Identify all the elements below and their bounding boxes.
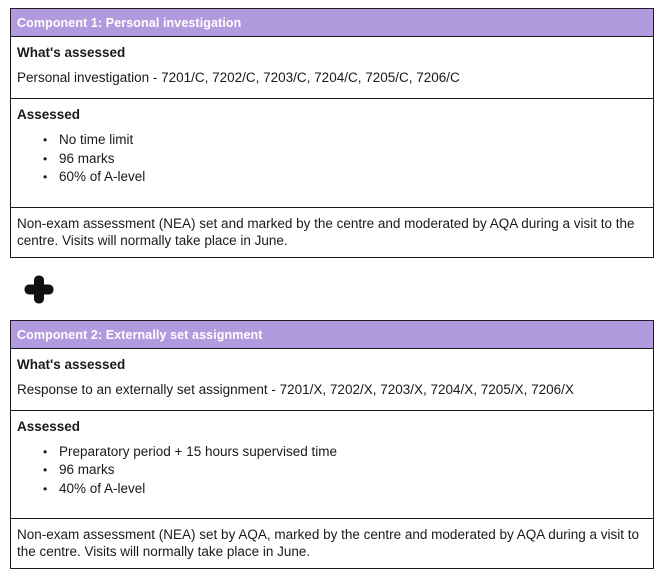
nea-footer-text: Non-exam assessment (NEA) set by AQA, ma… — [17, 527, 640, 559]
component-1-footer-row: Non-exam assessment (NEA) set and marked… — [11, 206, 653, 257]
assessed-bullet-list: Preparatory period + 15 hours supervised… — [43, 443, 647, 499]
component-1-card: Component 1: Personal investigation What… — [10, 8, 654, 258]
component-1-whats-assessed-row: What's assessed Personal investigation -… — [11, 37, 653, 98]
component-2-whats-assessed-row: What's assessed Response to an externall… — [11, 349, 653, 410]
component-2-header: Component 2: Externally set assignment — [11, 320, 653, 349]
assessed-label: Assessed — [17, 418, 81, 434]
component-2-footer-row: Non-exam assessment (NEA) set by AQA, ma… — [11, 518, 653, 568]
assessed-label: Assessed — [17, 107, 81, 122]
component-1-assessed-row: Assessed No time limit 96 marks 60% of A… — [11, 98, 653, 207]
bullet-item: No time limit — [43, 131, 647, 150]
assessed-bullet-list: No time limit 96 marks 60% of A-level — [43, 131, 647, 187]
plus-separator — [24, 275, 54, 304]
plus-icon — [24, 275, 54, 303]
whats-assessed-label: What's assessed — [17, 45, 126, 60]
component-1-header: Component 1: Personal investigation — [11, 9, 653, 37]
component-2-assessed-row: Assessed Preparatory period + 15 hours s… — [11, 409, 653, 519]
nea-footer-text: Non-exam assessment (NEA) set and marked… — [17, 215, 635, 248]
bullet-item: Preparatory period + 15 hours supervised… — [43, 443, 647, 462]
bullet-item: 96 marks — [43, 461, 647, 480]
bullet-item: 96 marks — [43, 150, 647, 169]
whats-assessed-text: Personal investigation - 7201/C, 7202/C,… — [17, 70, 460, 85]
component-2-card: Component 2: Externally set assignment W… — [10, 319, 654, 569]
whats-assessed-label: What's assessed — [17, 356, 126, 372]
bullet-item: 60% of A-level — [43, 168, 647, 187]
whats-assessed-text: Response to an externally set assignment… — [17, 381, 574, 397]
bullet-item: 40% of A-level — [43, 480, 647, 499]
